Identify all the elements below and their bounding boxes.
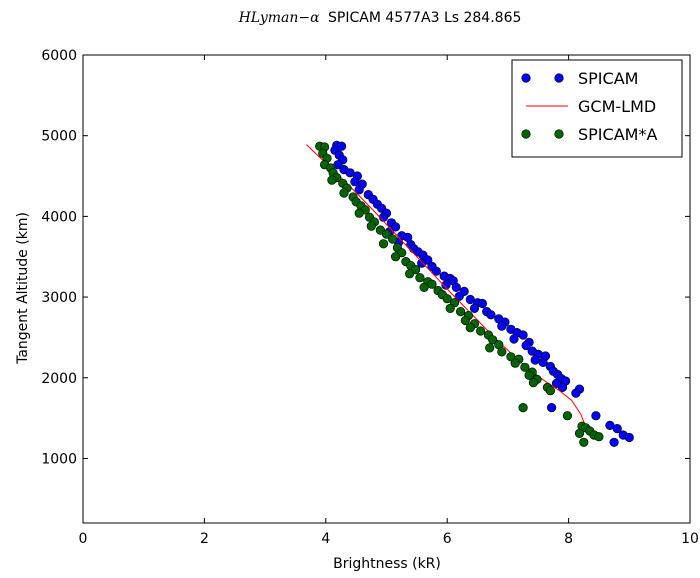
data-point — [574, 428, 585, 439]
data-point — [445, 303, 455, 314]
data-point — [518, 403, 528, 413]
plot-frame — [82, 54, 691, 524]
data-point — [378, 212, 389, 222]
x-tick-label: 10 — [681, 531, 699, 547]
data-point — [431, 266, 441, 276]
data-point — [510, 358, 520, 368]
legend-swatch-marker — [521, 73, 531, 83]
data-point — [612, 424, 622, 434]
data-point — [327, 175, 337, 185]
data-point — [405, 269, 415, 279]
chart-title-math: HLyman−α — [238, 10, 321, 26]
data-point — [538, 357, 548, 368]
data-point — [485, 343, 495, 353]
data-point — [497, 347, 507, 357]
y-tick-label: 1000 — [41, 451, 77, 467]
data-point — [460, 315, 471, 326]
legend-item: GCM-LMD — [526, 97, 656, 116]
y-tick-label: 2000 — [41, 371, 77, 387]
data-point — [579, 437, 589, 447]
data-point — [456, 307, 466, 317]
data-point — [451, 282, 461, 293]
data-point — [465, 323, 475, 333]
data-point — [571, 388, 581, 398]
data-point — [366, 221, 376, 231]
legend-label: SPICAM*A — [578, 125, 657, 144]
legend-swatch-marker — [554, 73, 564, 83]
chart-title-text: SPICAM 4577A3 Ls 284.865 — [328, 10, 521, 26]
data-point — [354, 208, 364, 218]
data-point — [391, 222, 401, 232]
data-point — [509, 334, 519, 344]
legend-label: GCM-LMD — [578, 97, 656, 116]
data-point — [477, 298, 488, 309]
legend-item: SPICAM*A — [521, 125, 657, 144]
data-point — [520, 362, 530, 372]
data-point — [528, 378, 539, 388]
data-point — [497, 321, 507, 331]
data-point — [524, 370, 534, 380]
data-point — [545, 386, 556, 396]
y-tick-label: 4000 — [41, 209, 77, 225]
x-tick-label: 2 — [200, 531, 209, 547]
data-point — [469, 303, 480, 314]
legend-box — [511, 59, 683, 158]
x-tick-label: 0 — [79, 531, 88, 547]
data-point — [441, 280, 451, 290]
data-point — [609, 437, 619, 447]
data-point — [419, 282, 429, 293]
data-point — [476, 326, 486, 336]
legend-item: SPICAM — [521, 69, 638, 88]
series-line — [306, 144, 590, 433]
data-point — [486, 310, 496, 320]
series-gcm-lmd — [306, 144, 590, 433]
data-point — [624, 432, 634, 443]
data-point — [339, 188, 349, 198]
chart-title: HLyman−α SPICAM 4577A3 Ls 284.865 — [238, 10, 522, 26]
x-tick-label: 6 — [443, 531, 452, 547]
data-point — [591, 411, 601, 421]
data-point — [427, 279, 437, 289]
x-tick-label: 4 — [321, 531, 330, 547]
legend-label: SPICAM — [578, 69, 638, 88]
data-point — [488, 335, 498, 345]
data-point — [378, 239, 389, 249]
series-spicam — [330, 140, 634, 447]
x-axis-label: Brightness (kR) — [333, 556, 441, 572]
data-point — [454, 291, 464, 301]
data-point — [518, 330, 528, 340]
data-point — [557, 382, 568, 393]
y-tick-label: 3000 — [41, 290, 77, 306]
data-point — [594, 432, 604, 442]
data-point — [354, 185, 364, 195]
data-point — [415, 273, 425, 283]
x-tick-label: 8 — [564, 531, 573, 547]
legend-swatch-marker — [521, 129, 531, 139]
y-tick-label: 6000 — [41, 48, 77, 64]
data-point — [391, 252, 401, 262]
data-point — [388, 234, 398, 244]
data-point — [546, 403, 557, 413]
legend: SPICAM GCM-LMD SPICAM*A — [511, 59, 683, 158]
data-point — [337, 141, 347, 151]
data-point — [417, 258, 427, 268]
data-point — [521, 340, 531, 351]
series-spicam-a — [315, 141, 604, 447]
data-point — [442, 294, 452, 304]
data-point — [562, 411, 573, 421]
data-point — [381, 229, 392, 239]
data-point — [530, 355, 540, 365]
y-axis-label: Tangent Altitude (km) — [15, 212, 31, 365]
y-tick-label: 5000 — [41, 129, 77, 145]
legend-swatch-marker — [554, 129, 564, 139]
